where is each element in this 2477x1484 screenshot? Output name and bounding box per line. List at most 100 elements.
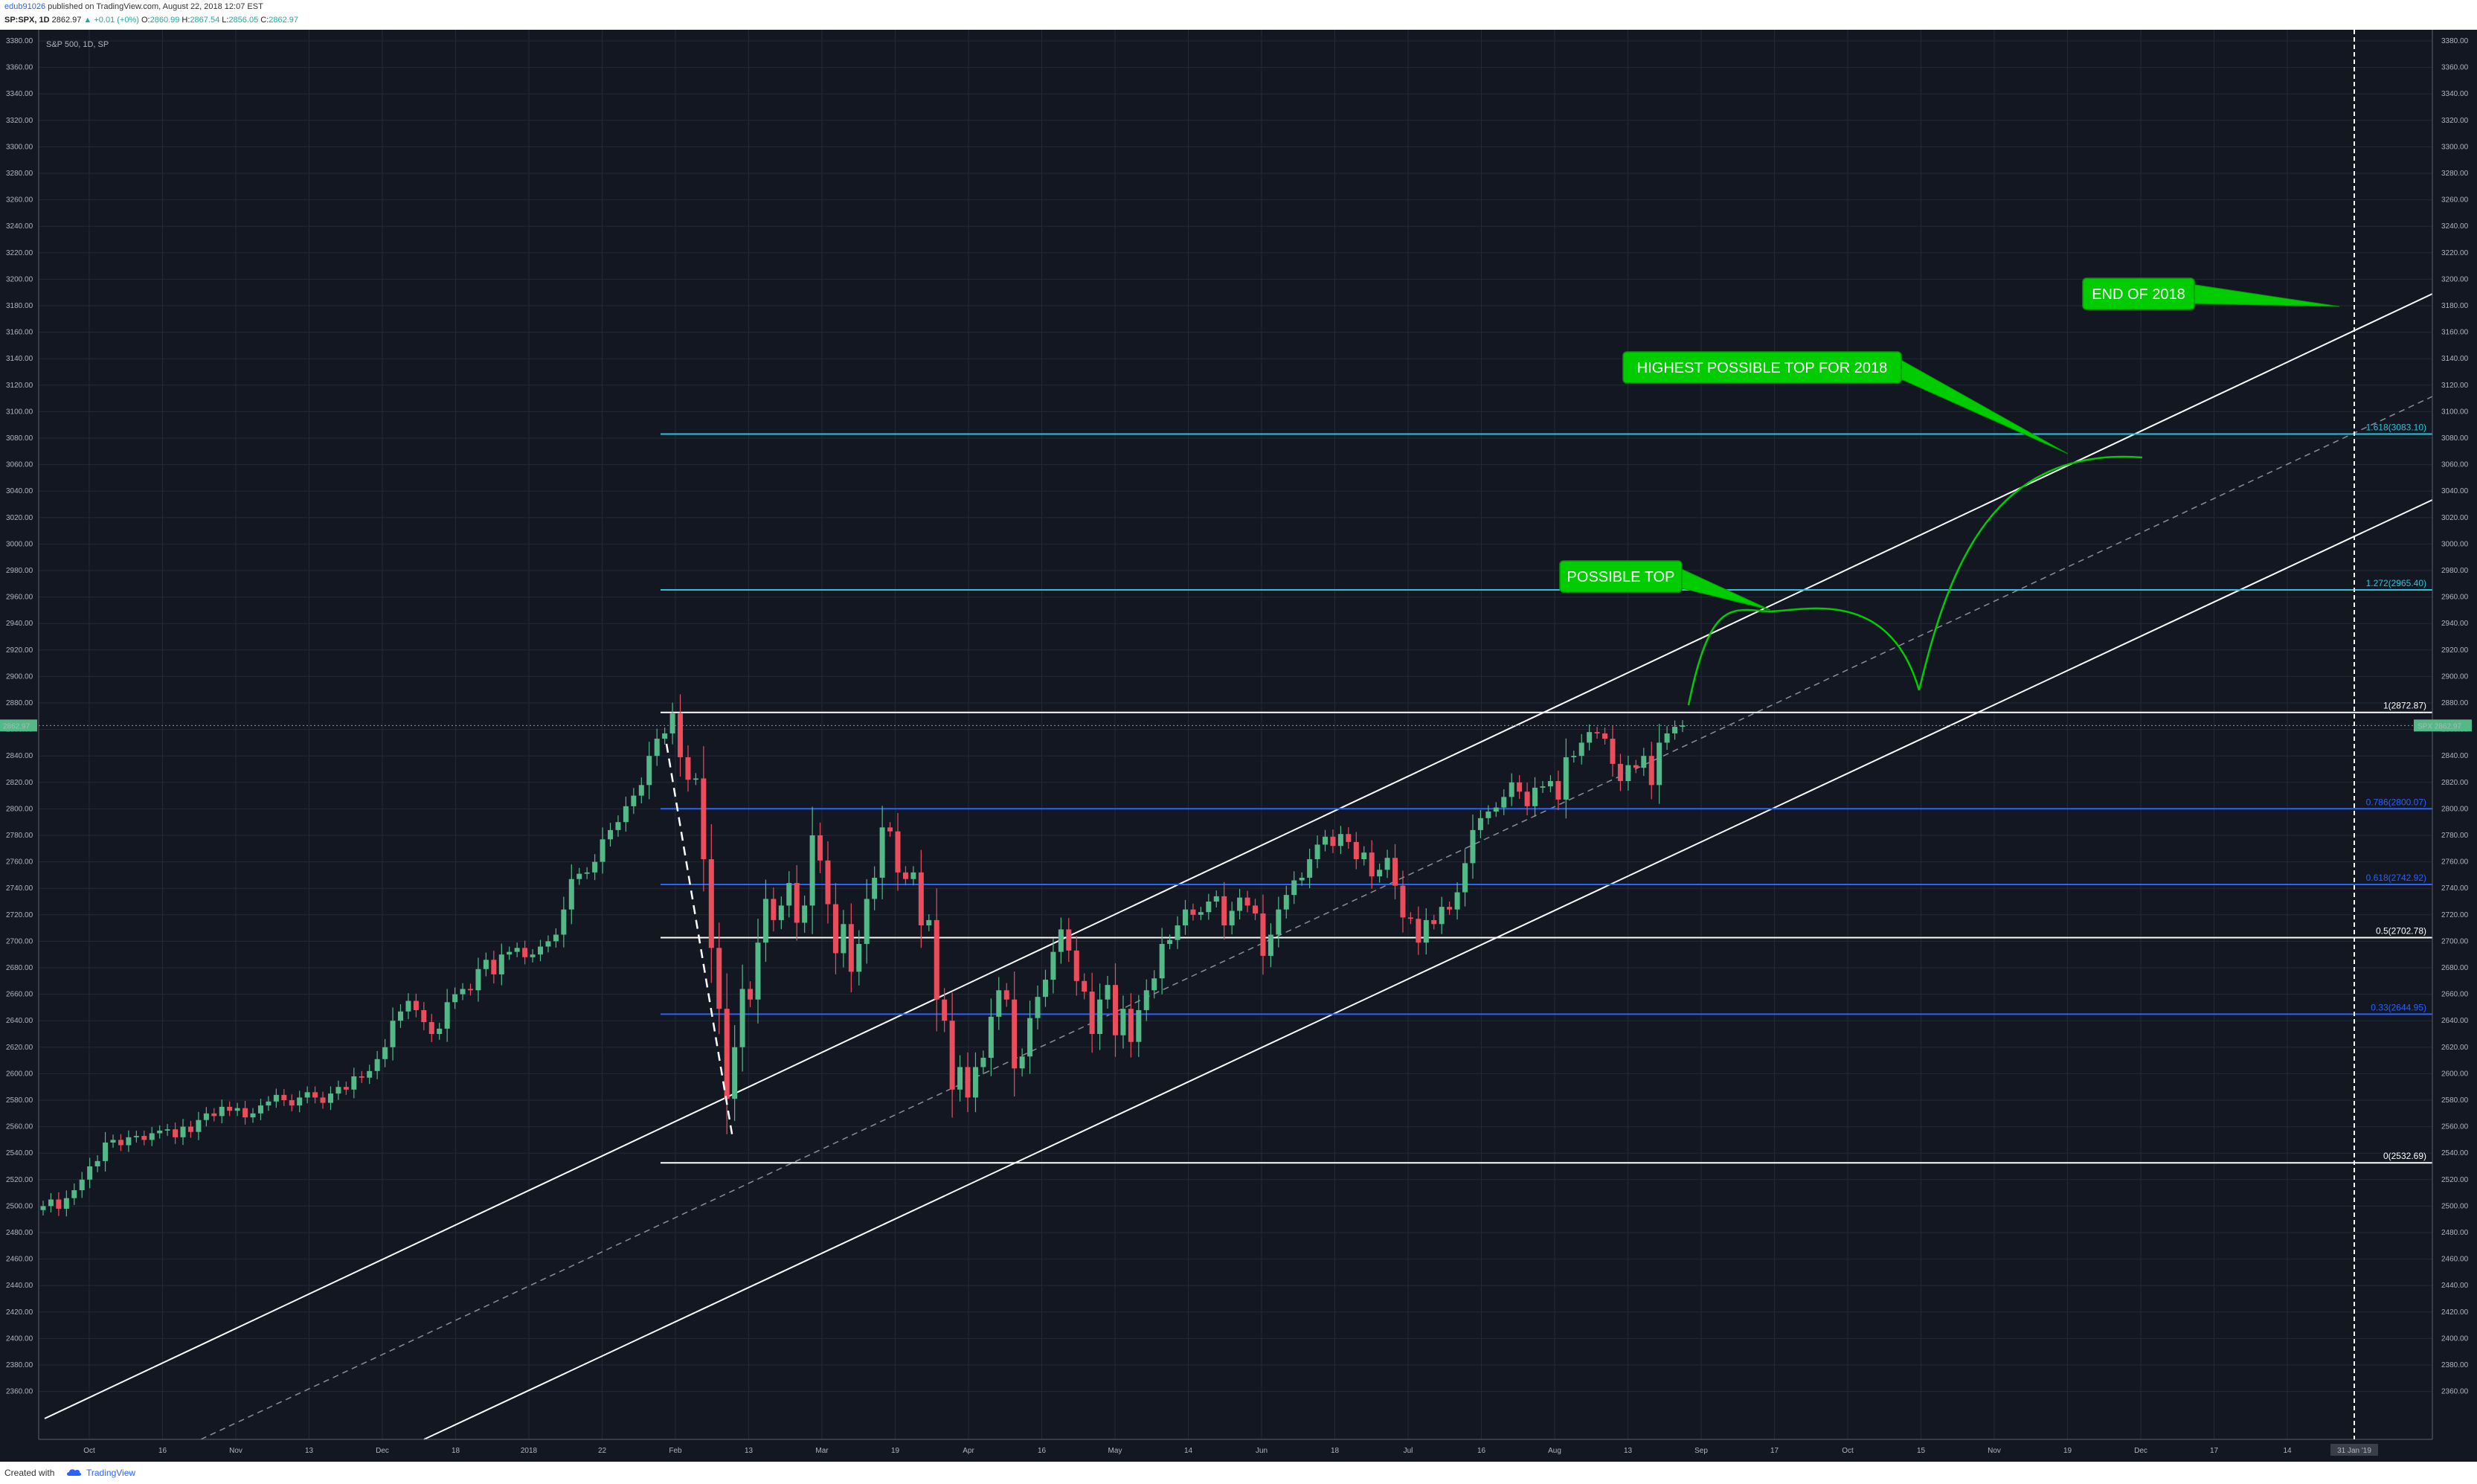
candle[interactable] — [942, 988, 948, 1032]
candle[interactable] — [1307, 848, 1313, 889]
candle[interactable] — [568, 864, 574, 925]
candle[interactable] — [94, 1155, 100, 1172]
candle[interactable] — [1136, 995, 1142, 1057]
candle[interactable] — [491, 951, 497, 984]
candle[interactable] — [1175, 916, 1180, 949]
candle[interactable] — [841, 910, 846, 968]
candle[interactable] — [872, 866, 878, 910]
candle[interactable] — [669, 702, 675, 745]
candle[interactable] — [103, 1131, 109, 1172]
price-axis[interactable] — [2432, 30, 2477, 1462]
candle[interactable] — [926, 914, 932, 931]
author-link[interactable]: edub91026 — [4, 2, 46, 11]
chart-canvas[interactable]: 0(2532.69) 0.33(2644.95) 0.5(2702.78) 0.618… — [0, 30, 2477, 1462]
candle[interactable] — [1089, 972, 1095, 1053]
candle[interactable] — [895, 813, 901, 891]
candle[interactable] — [1524, 783, 1530, 816]
candle[interactable] — [289, 1094, 295, 1111]
candle[interactable] — [879, 806, 885, 899]
candle[interactable] — [1501, 789, 1507, 815]
candle[interactable] — [708, 823, 714, 983]
candle[interactable] — [1477, 809, 1483, 838]
candle[interactable] — [724, 973, 730, 1134]
candle[interactable] — [1167, 934, 1173, 950]
candle[interactable] — [281, 1089, 287, 1106]
candle[interactable] — [227, 1101, 233, 1117]
candle[interactable] — [716, 922, 722, 1035]
candle[interactable] — [802, 895, 808, 933]
candle[interactable] — [335, 1080, 341, 1100]
candle[interactable] — [864, 878, 870, 964]
candle[interactable] — [1664, 726, 1670, 751]
candle[interactable] — [1633, 759, 1639, 774]
candle[interactable] — [327, 1086, 333, 1111]
candle[interactable] — [972, 1052, 978, 1113]
candle[interactable] — [1540, 781, 1546, 794]
candle[interactable] — [1493, 802, 1499, 818]
candle[interactable] — [1229, 902, 1235, 935]
candle[interactable] — [732, 1025, 738, 1121]
candle[interactable] — [219, 1099, 225, 1124]
candle[interactable] — [1361, 846, 1367, 866]
candle[interactable] — [1563, 738, 1569, 819]
candle[interactable] — [678, 694, 684, 777]
candle[interactable] — [110, 1134, 116, 1149]
highest-top-callout[interactable]: HIGHEST POSSIBLE TOP FOR 2018 — [1622, 351, 2069, 454]
candle[interactable] — [1431, 914, 1437, 930]
candle[interactable] — [1400, 870, 1406, 933]
candle[interactable] — [1407, 912, 1413, 925]
candle[interactable] — [1462, 849, 1468, 907]
candle[interactable] — [141, 1130, 147, 1146]
candle[interactable] — [468, 983, 474, 996]
candle[interactable] — [902, 866, 908, 886]
candle[interactable] — [1587, 724, 1593, 751]
candle[interactable] — [397, 1004, 403, 1028]
candle[interactable] — [1012, 971, 1018, 1097]
candle[interactable] — [1050, 938, 1056, 994]
candle[interactable] — [654, 728, 660, 766]
candle[interactable] — [250, 1108, 256, 1123]
candle[interactable] — [1672, 720, 1678, 740]
candle[interactable] — [304, 1086, 310, 1104]
candle[interactable] — [778, 896, 784, 930]
candle[interactable] — [1648, 742, 1654, 800]
candle[interactable] — [1221, 881, 1227, 940]
candle[interactable] — [1353, 832, 1359, 870]
candle[interactable] — [615, 815, 621, 837]
candle[interactable] — [1159, 928, 1165, 995]
candle[interactable] — [1617, 754, 1623, 791]
candle[interactable] — [980, 1050, 986, 1075]
candle[interactable] — [748, 981, 754, 1008]
candle[interactable] — [965, 1052, 971, 1113]
candle[interactable] — [817, 822, 823, 873]
candle[interactable] — [413, 993, 419, 1018]
candle[interactable] — [608, 823, 614, 847]
candle[interactable] — [646, 742, 652, 800]
candle[interactable] — [1337, 826, 1343, 855]
candle[interactable] — [475, 957, 481, 1002]
candle[interactable] — [87, 1157, 93, 1189]
candle[interactable] — [234, 1102, 240, 1117]
candle[interactable] — [584, 867, 590, 879]
candle[interactable] — [498, 943, 504, 986]
candle[interactable] — [180, 1119, 186, 1146]
candle[interactable] — [592, 854, 598, 881]
candle[interactable] — [1190, 903, 1196, 921]
candle[interactable] — [203, 1107, 209, 1127]
candle[interactable] — [538, 939, 544, 962]
candle[interactable] — [1578, 733, 1584, 765]
candle[interactable] — [1346, 827, 1352, 849]
candle[interactable] — [1260, 894, 1266, 975]
candle[interactable] — [848, 903, 854, 993]
candle[interactable] — [1657, 724, 1662, 804]
candle[interactable] — [149, 1127, 155, 1146]
candle[interactable] — [452, 987, 458, 1009]
candle[interactable] — [1143, 979, 1149, 1021]
candle[interactable] — [553, 928, 559, 948]
candle[interactable] — [1213, 890, 1219, 908]
end-of-2018-callout[interactable]: END OF 2018 — [2082, 277, 2340, 310]
tradingview-link[interactable]: TradingView — [86, 1468, 136, 1478]
candle[interactable] — [1447, 902, 1453, 915]
candle[interactable] — [762, 879, 768, 963]
candle[interactable] — [359, 1070, 364, 1083]
